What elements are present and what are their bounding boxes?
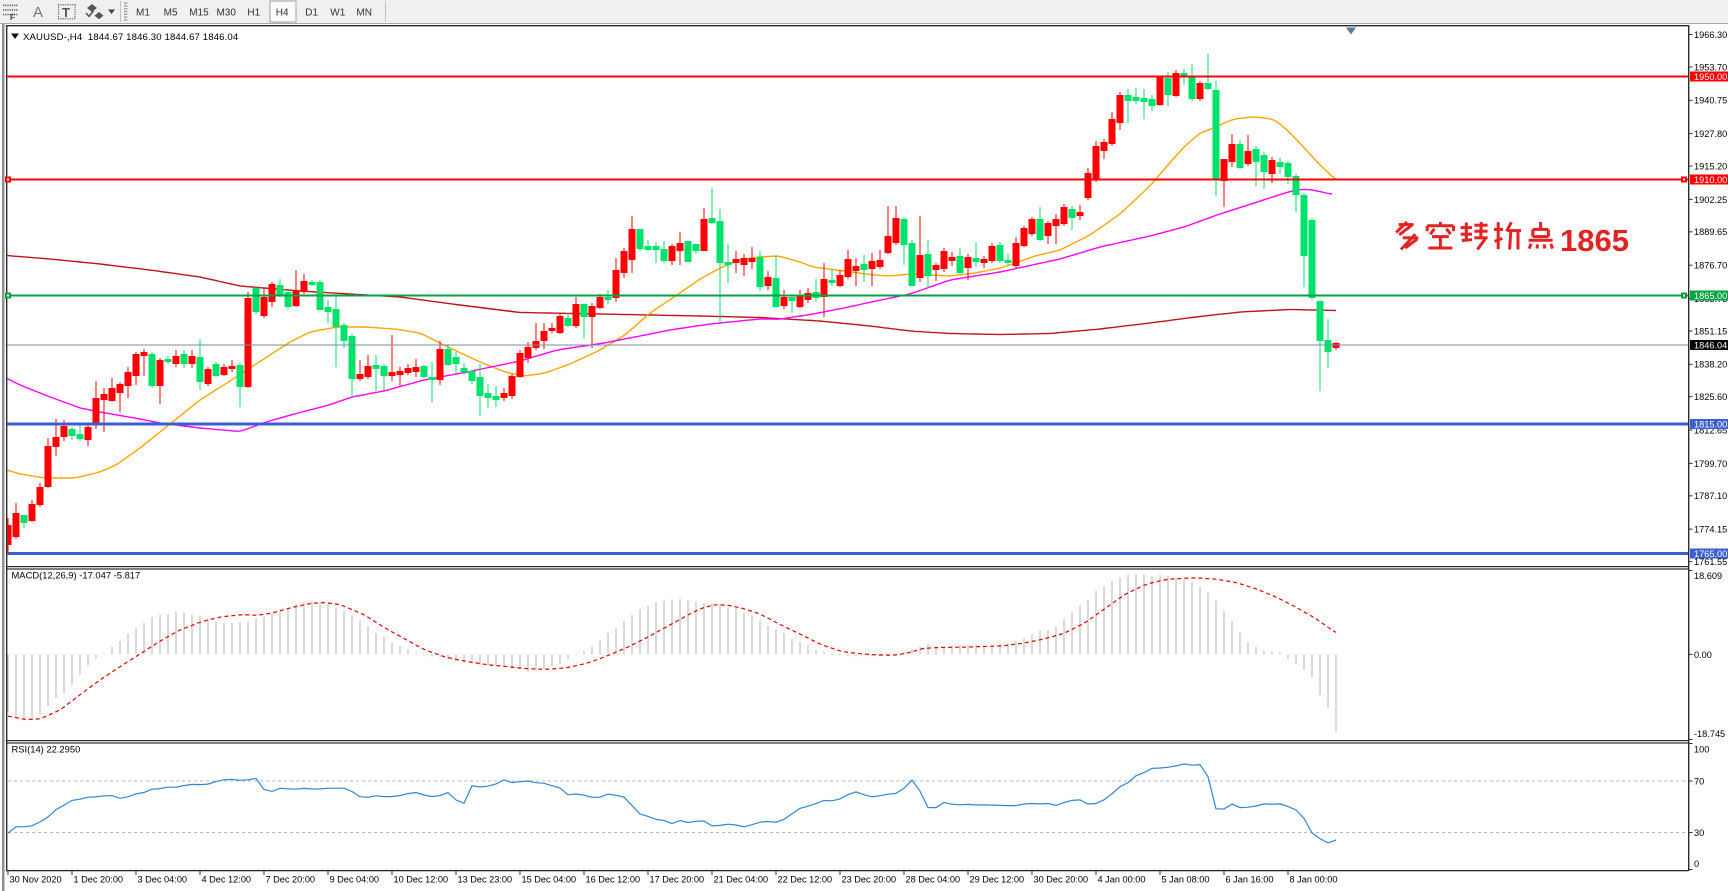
svg-text:M15: M15 <box>189 8 209 19</box>
svg-text:1953.70: 1953.70 <box>1694 62 1727 72</box>
svg-text:-18.745: -18.745 <box>1694 729 1725 739</box>
svg-text:M5: M5 <box>164 8 178 19</box>
svg-text:F: F <box>10 13 15 22</box>
svg-text:30: 30 <box>1694 828 1704 838</box>
svg-text:T: T <box>62 5 70 20</box>
svg-text:1915.20: 1915.20 <box>1694 162 1727 172</box>
svg-text:18.609: 18.609 <box>1694 571 1722 581</box>
svg-text:1787.10: 1787.10 <box>1694 491 1727 501</box>
svg-text:A: A <box>33 4 43 21</box>
svg-text:1761.55: 1761.55 <box>1694 557 1727 567</box>
svg-text:17 Dec 20:00: 17 Dec 20:00 <box>650 875 705 885</box>
svg-text:1 Dec 20:00: 1 Dec 20:00 <box>74 875 124 885</box>
svg-text:RSI(14) 22.2950: RSI(14) 22.2950 <box>12 744 81 755</box>
svg-text:4 Jan 00:00: 4 Jan 00:00 <box>1098 875 1146 885</box>
svg-text:0.00: 0.00 <box>1694 650 1712 660</box>
svg-text:1846.04: 1846.04 <box>1694 340 1727 350</box>
svg-text:22 Dec 12:00: 22 Dec 12:00 <box>778 875 833 885</box>
svg-text:1927.80: 1927.80 <box>1694 129 1727 139</box>
svg-text:M1: M1 <box>136 8 150 19</box>
svg-text:1765.00: 1765.00 <box>1694 549 1727 559</box>
svg-text:1966.30: 1966.30 <box>1694 30 1727 40</box>
svg-text:3 Dec 04:00: 3 Dec 04:00 <box>138 875 188 885</box>
svg-text:9 Dec 04:00: 9 Dec 04:00 <box>330 875 380 885</box>
svg-text:1815.00: 1815.00 <box>1694 419 1727 429</box>
svg-text:4 Dec 12:00: 4 Dec 12:00 <box>202 875 252 885</box>
svg-text:1889.65: 1889.65 <box>1694 227 1727 237</box>
svg-text:1902.25: 1902.25 <box>1694 195 1727 205</box>
svg-text:1865: 1865 <box>1560 223 1629 258</box>
svg-text:1940.75: 1940.75 <box>1694 96 1727 106</box>
svg-text:30 Nov 2020: 30 Nov 2020 <box>10 875 62 885</box>
svg-text:D1: D1 <box>305 8 318 19</box>
svg-text:H4: H4 <box>276 8 289 19</box>
svg-text:23 Dec 20:00: 23 Dec 20:00 <box>842 875 897 885</box>
svg-text:30 Dec 20:00: 30 Dec 20:00 <box>1034 875 1089 885</box>
svg-text:21 Dec 04:00: 21 Dec 04:00 <box>714 875 769 885</box>
svg-text:6 Jan 16:00: 6 Jan 16:00 <box>1226 875 1274 885</box>
svg-text:1774.15: 1774.15 <box>1694 525 1727 535</box>
svg-text:1838.20: 1838.20 <box>1694 360 1727 370</box>
svg-text:1865.00: 1865.00 <box>1694 291 1727 301</box>
svg-text:1812.65: 1812.65 <box>1694 425 1727 435</box>
svg-text:8 Jan 00:00: 8 Jan 00:00 <box>1290 875 1338 885</box>
svg-text:16 Dec 12:00: 16 Dec 12:00 <box>586 875 641 885</box>
svg-text:1799.70: 1799.70 <box>1694 459 1727 469</box>
svg-text:7 Dec 20:00: 7 Dec 20:00 <box>266 875 316 885</box>
svg-text:W1: W1 <box>330 8 345 19</box>
svg-text:100: 100 <box>1694 744 1709 754</box>
svg-text:29 Dec 12:00: 29 Dec 12:00 <box>970 875 1025 885</box>
svg-text:1910.00: 1910.00 <box>1694 175 1727 185</box>
svg-text:70: 70 <box>1694 776 1704 786</box>
svg-text:1876.70: 1876.70 <box>1694 261 1727 271</box>
svg-text:28 Dec 04:00: 28 Dec 04:00 <box>906 875 961 885</box>
svg-text:MN: MN <box>356 8 372 19</box>
svg-text:1851.15: 1851.15 <box>1694 326 1727 336</box>
svg-text:5 Jan 08:00: 5 Jan 08:00 <box>1162 875 1210 885</box>
svg-text:M30: M30 <box>216 8 236 19</box>
svg-text:XAUUSD-,H4 1844.67 1846.30 18: XAUUSD-,H4 1844.67 1846.30 1844.67 1846.… <box>23 32 239 43</box>
svg-text:15 Dec 04:00: 15 Dec 04:00 <box>522 875 577 885</box>
svg-text:1825.60: 1825.60 <box>1694 392 1727 402</box>
svg-text:1950.00: 1950.00 <box>1694 72 1727 82</box>
svg-text:MACD(12,26,9) -17.047 -5.817: MACD(12,26,9) -17.047 -5.817 <box>12 570 141 581</box>
svg-text:10 Dec 12:00: 10 Dec 12:00 <box>394 875 449 885</box>
svg-text:H1: H1 <box>247 8 260 19</box>
svg-text:13 Dec 23:00: 13 Dec 23:00 <box>458 875 513 885</box>
svg-text:0: 0 <box>1694 859 1699 869</box>
